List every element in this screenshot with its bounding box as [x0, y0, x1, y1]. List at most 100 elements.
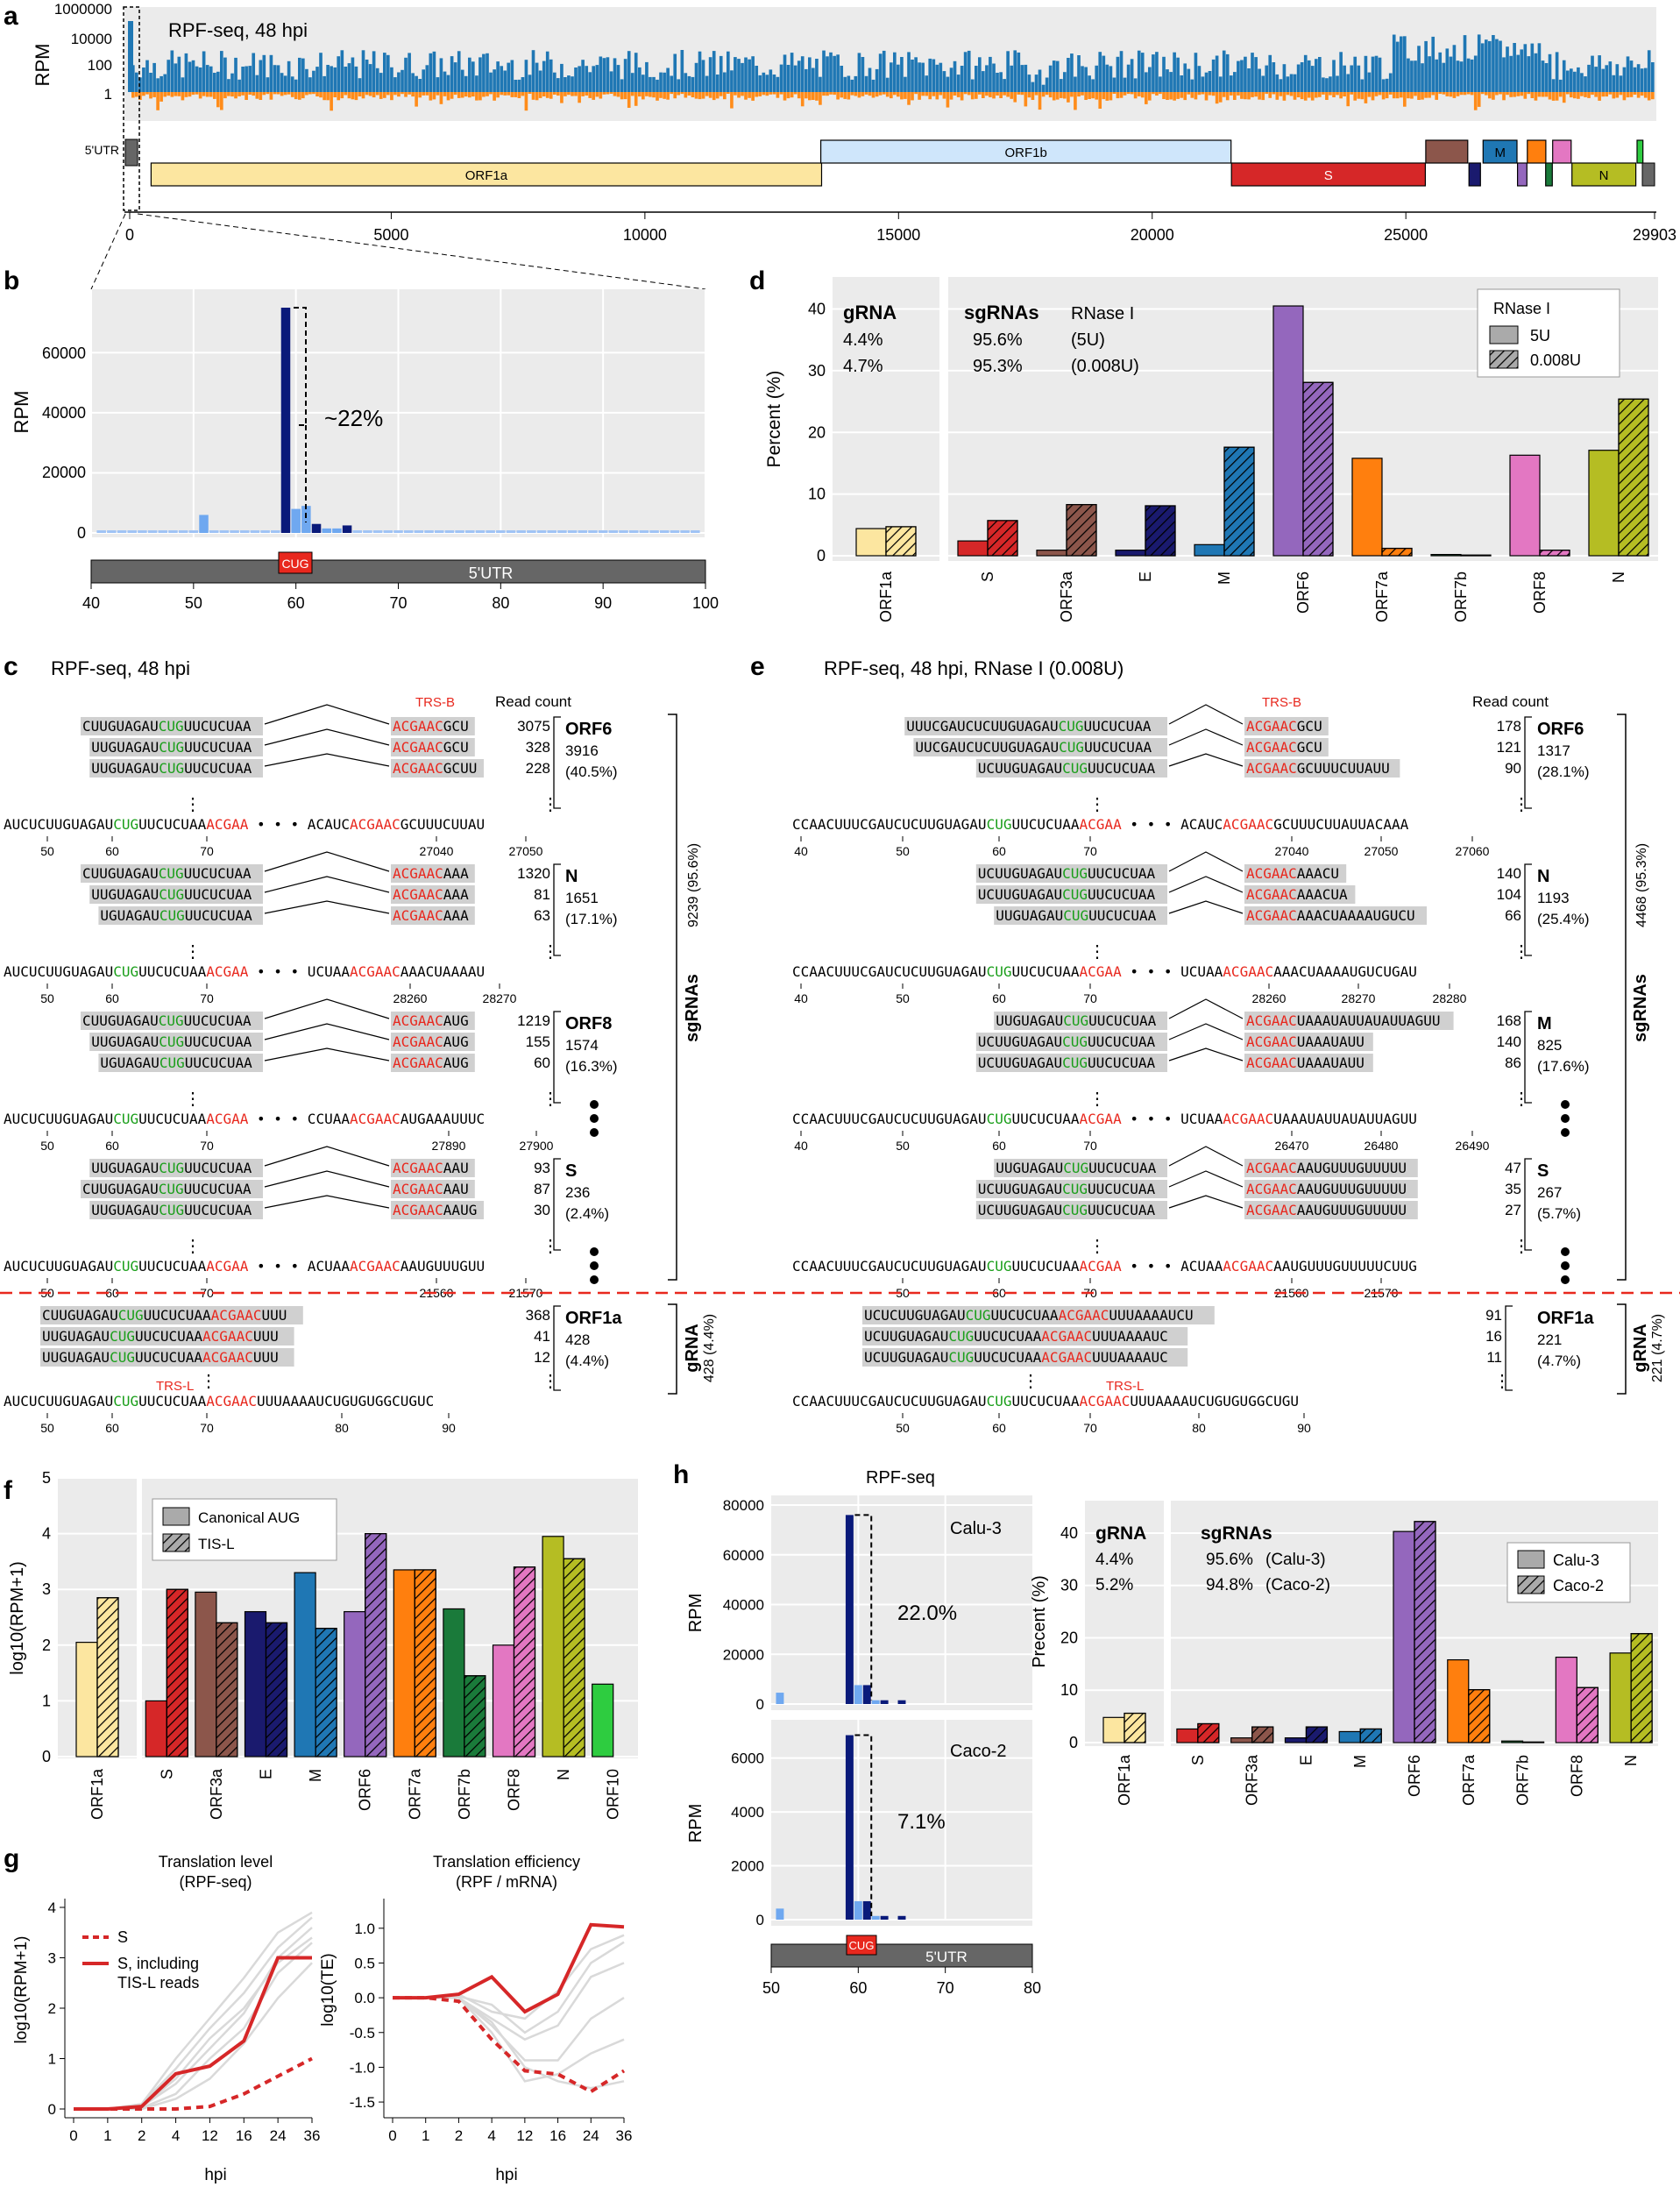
coverage-bar-positive — [1541, 60, 1545, 92]
more-dot — [1561, 1114, 1570, 1123]
coverage-bar-negative — [642, 92, 645, 100]
panel-h: h RPF-seq 800006000040000200000600040002… — [673, 1460, 1658, 1997]
panel-letter-h: h — [673, 1460, 689, 1489]
coverage-bar-positive — [1477, 34, 1481, 92]
coverage-bar-positive — [315, 67, 319, 92]
coverage-bar-positive — [1055, 60, 1060, 92]
panel-e-grna: gRNA — [1631, 1324, 1650, 1373]
line-s-tisl — [393, 1922, 625, 2014]
coverage-bar-positive — [772, 75, 776, 92]
read-count: 121 — [1497, 739, 1521, 756]
coverage-bar-negative — [1435, 92, 1439, 100]
coverage-bar-negative — [1140, 92, 1145, 98]
coverage-bar-negative — [1636, 92, 1641, 98]
panel-letter-a: a — [4, 2, 18, 31]
coverage-bar-positive — [1438, 52, 1443, 92]
coverage-bar-negative — [195, 92, 199, 95]
coverage-bar-negative — [1421, 92, 1424, 100]
coverage-bar-negative — [1296, 92, 1301, 97]
block-bracket — [1524, 716, 1532, 809]
bar-orf8 — [1509, 454, 1541, 557]
junction-line — [264, 728, 390, 746]
coverage-bar-negative — [918, 92, 921, 100]
coverage-bar-positive — [578, 66, 581, 92]
read-seq-right: ACGAACUAAAUAUU — [1246, 1033, 1365, 1050]
xtick-label: ORF3a — [1058, 571, 1075, 622]
coverage-bar-negative — [315, 92, 319, 96]
coverage-bar-negative — [1010, 92, 1014, 99]
panel-d-sgrna-val: 95.3% — [973, 357, 1023, 376]
coverage-bar-negative — [1095, 92, 1099, 100]
coverage-bar-negative — [1187, 92, 1191, 95]
coverage-bar-positive — [482, 53, 486, 92]
bar-small — [393, 530, 403, 533]
coverage-bar-positive — [1282, 64, 1287, 92]
bar-orf7b — [443, 1608, 465, 1757]
coverage-bar-positive — [145, 60, 149, 92]
bar-hatch-overlay — [1630, 1633, 1653, 1743]
bar-orf3a — [1036, 550, 1067, 557]
coverage-bar-positive — [564, 77, 567, 92]
coverage-bar-negative — [489, 92, 493, 95]
coverage-bar-positive — [1566, 70, 1570, 92]
coverage-bar-positive — [967, 50, 971, 92]
coverage-bar-positive — [1647, 50, 1651, 92]
coverage-bar-positive — [1392, 34, 1396, 92]
coverage-bar-negative — [290, 92, 294, 97]
panel-h-sgrna-title: sgRNAs — [1201, 1523, 1272, 1544]
read-box-left — [975, 885, 1167, 904]
coverage-bar-positive — [1463, 35, 1467, 92]
coverage-bar-negative — [1261, 92, 1265, 101]
coverage-bar-positive — [1237, 60, 1240, 92]
bar-orf1a — [1102, 1716, 1125, 1743]
block-bracket — [553, 1158, 561, 1251]
coverage-bar-positive — [1608, 61, 1613, 92]
orf-total: 428 — [565, 1331, 590, 1348]
coverage-bar-positive — [1353, 56, 1357, 92]
coverage-bar-negative — [1640, 92, 1644, 96]
coverage-bar-positive — [337, 56, 341, 92]
bar-hatch-overlay — [987, 520, 1018, 557]
coverage-bar-positive — [1162, 56, 1166, 92]
coverage-bar-negative — [230, 92, 234, 97]
coverage-bar-negative — [1417, 92, 1421, 100]
ref-tick-label: 80 — [1192, 1421, 1206, 1435]
ellipsis-vertical: ⋮ — [542, 795, 559, 814]
coverage-bar-negative — [280, 92, 284, 96]
coverage-bar-positive — [262, 54, 266, 92]
read-box-grna — [862, 1348, 1188, 1367]
bar-n — [1609, 1652, 1632, 1743]
coverage-bar-negative — [1145, 92, 1148, 104]
coverage-bar-positive — [545, 51, 549, 92]
bar-orf8 — [1555, 1656, 1577, 1743]
coverage-bar-negative — [457, 92, 461, 98]
coverage-bar-positive — [1173, 52, 1176, 92]
coverage-bar-negative — [727, 92, 730, 94]
read-count: 140 — [1497, 1033, 1521, 1050]
junction-line — [1168, 1195, 1244, 1209]
coverage-bar-positive — [135, 72, 138, 92]
bar-small — [434, 530, 444, 533]
coverage-bar-positive — [241, 67, 245, 92]
ref-tick-label: 60 — [992, 844, 1006, 858]
coverage-bar-positive — [616, 65, 620, 92]
coverage-bar-positive — [1421, 63, 1424, 92]
coverage-bar-positive — [1027, 75, 1031, 92]
coverage-bar-positive — [956, 75, 961, 92]
xtick-label: 16 — [549, 2127, 566, 2144]
read-seq-right: ACGAACUAAAUAUU — [1246, 1054, 1365, 1071]
ytick-label: 10 — [808, 486, 826, 503]
coverage-bar-negative — [1587, 92, 1591, 98]
coverage-bar-negative — [1544, 92, 1549, 97]
junction-line — [1168, 1170, 1244, 1188]
coverage-bar-positive — [815, 59, 819, 92]
coverage-bar-negative — [978, 92, 982, 95]
coverage-bar-negative — [599, 92, 603, 99]
coverage-bar-negative — [684, 92, 688, 98]
coverage-bar-positive — [942, 71, 946, 92]
coverage-bar-negative — [1466, 92, 1471, 95]
coverage-bar-positive — [727, 51, 730, 92]
coverage-bar-positive — [1130, 59, 1134, 92]
h-right-bars — [1102, 1521, 1653, 1743]
